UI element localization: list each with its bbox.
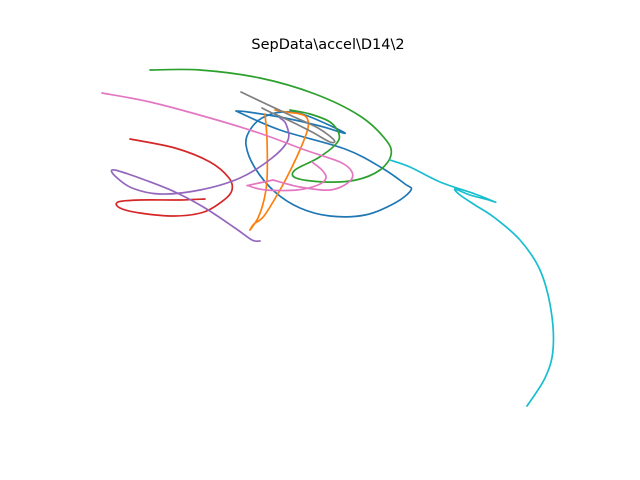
series-layer <box>101 68 555 407</box>
series-line-6 <box>101 92 354 192</box>
series-line-3 <box>149 68 393 183</box>
chart-title: SepData\accel\D14\2 <box>251 37 404 53</box>
series-line-7 <box>246 161 327 192</box>
series-line-2 <box>249 109 310 231</box>
series-line-9 <box>389 159 555 407</box>
series-line-8 <box>240 91 336 144</box>
series-line-4 <box>115 138 234 217</box>
series-line-5 <box>110 117 290 243</box>
